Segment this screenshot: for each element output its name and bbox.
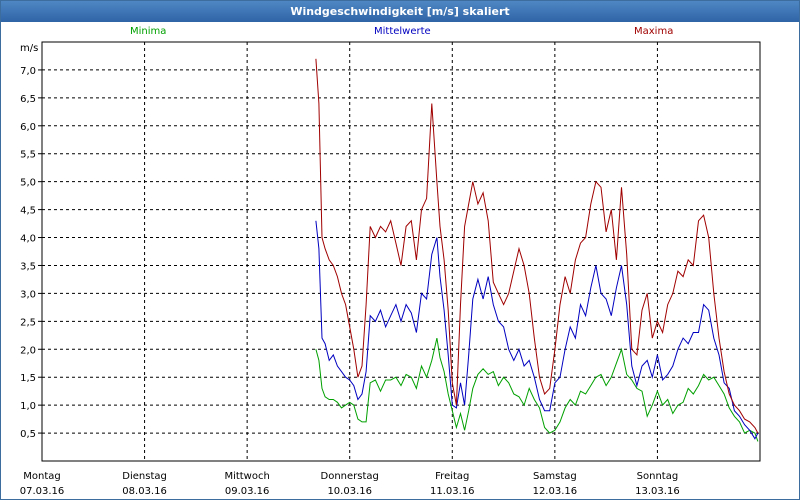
y-tick-label: 5,0 [20,178,36,189]
legend-maxima: Maxima [634,26,674,37]
x-tick-day: Sonntag [637,471,679,482]
y-tick-label: 7,0 [20,66,36,77]
x-tick-date: 07.03.16 [20,486,65,497]
x-tick-day: Mittwoch [224,471,269,482]
x-tick-day: Samstag [533,471,577,482]
legend-minima: Minima [130,26,167,37]
series-line-minima [315,337,759,442]
series-line-mittelwerte [315,220,759,440]
y-tick-label: 4,5 [20,206,36,217]
y-tick-label: 1,0 [20,401,36,412]
x-tick-date: 12.03.16 [533,486,578,497]
x-tick-day: Montag [23,471,60,482]
series-line-maxima [315,58,759,434]
x-tick-date: 10.03.16 [327,486,372,497]
y-tick-label: 2,0 [20,345,36,356]
y-tick-label: 3,0 [20,289,36,300]
y-tick-label: 6,0 [20,122,36,133]
x-tick-day: Freitag [435,471,469,482]
y-tick-label: 3,5 [20,261,36,272]
x-tick-day: Donnerstag [321,471,379,482]
x-tick-date: 11.03.16 [430,486,475,497]
plot-frame [41,41,761,462]
y-tick-label: 1,5 [20,373,36,384]
x-tick-day: Dienstag [122,471,167,482]
x-tick-date: 08.03.16 [122,486,167,497]
y-tick-label: 4,0 [20,234,36,245]
y-tick-label: 5,5 [20,150,36,161]
y-tick-label: 2,5 [20,317,36,328]
x-tick-date: 09.03.16 [225,486,270,497]
y-tick-label: 0,5 [20,429,36,440]
legend-mittelwerte: Mittelwerte [374,26,431,37]
x-tick-date: 13.03.16 [635,486,680,497]
window-title: Windgeschwindigkeit [m/s] skaliert [1,1,799,22]
y-tick-label: 6,5 [20,94,36,105]
y-axis-unit: m/s [20,43,38,54]
